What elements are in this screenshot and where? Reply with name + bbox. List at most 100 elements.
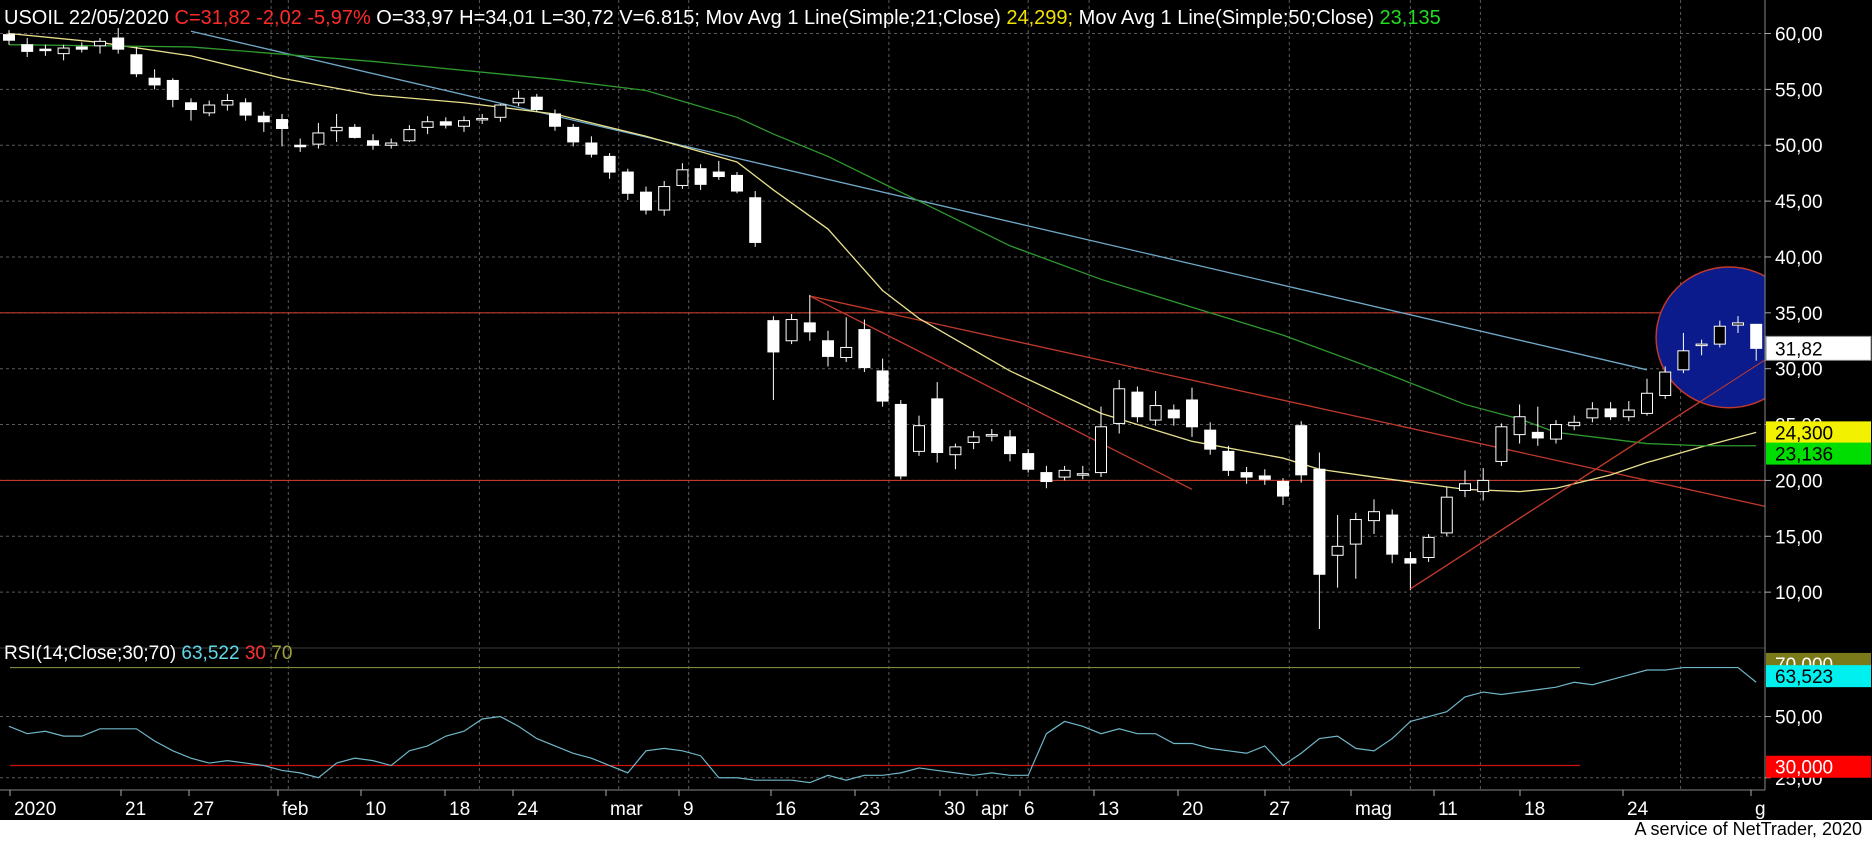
down-trendline-shallow [809, 295, 1775, 509]
candle [166, 78, 179, 108]
candle-body-down [1531, 431, 1544, 439]
x-axis-tick-label: 24 [1627, 799, 1649, 820]
candle [75, 42, 88, 53]
candle-body-down [1258, 475, 1271, 480]
candle-body-down [694, 168, 707, 185]
ma21-badge: 24,300 [1775, 423, 1833, 444]
candle-body-down [439, 121, 452, 126]
candle [39, 44, 52, 56]
candle-body-down [276, 119, 288, 129]
rsi-low-badge: 30,000 [1775, 758, 1833, 779]
candle-body-down [1167, 409, 1180, 419]
candle-body-down [1004, 436, 1016, 455]
candle-body-up [1695, 343, 1708, 347]
candle-body-down [1222, 450, 1235, 471]
candle-body-down [148, 77, 161, 86]
candle [367, 134, 379, 150]
up-trendline-overlay [1410, 290, 1872, 590]
candle [931, 382, 944, 463]
candle [967, 431, 980, 450]
candle-body-up [458, 120, 470, 127]
candle-body-down [112, 37, 125, 50]
candle [1113, 379, 1126, 434]
candle [1713, 320, 1726, 348]
x-axis-tick-label: 10 [365, 799, 386, 820]
candle-body-up [913, 425, 925, 452]
x-axis-tick-label: 27 [193, 799, 214, 820]
candle [749, 191, 762, 247]
x-axis-tick-label: 11 [1438, 799, 1458, 820]
x-axis-tick-label: 30 [944, 799, 965, 820]
candle [1295, 421, 1308, 483]
candle-body-up [512, 97, 525, 104]
candle-body-down [1750, 323, 1763, 349]
candle [1240, 467, 1253, 484]
candle-body-down [39, 48, 52, 52]
candle [512, 90, 525, 107]
candle-body-down [367, 140, 379, 146]
header-close-info: C=31,82 -2,02 -5,97% [175, 7, 377, 29]
rsi-header-low: 30 [245, 643, 271, 664]
candle [221, 93, 234, 111]
candle-body-down [1040, 472, 1053, 483]
price-y-tick-label: 15,00 [1775, 527, 1823, 548]
candle [130, 46, 143, 78]
candle [1750, 323, 1763, 361]
candle [21, 37, 34, 57]
candle-body-down [731, 174, 743, 192]
candle-body-up [985, 434, 998, 437]
candle [549, 109, 561, 131]
candle-body-down [1386, 514, 1399, 555]
candle-body-down [858, 329, 871, 369]
candle-body-down [530, 96, 543, 110]
header-ma21-label: Mov Avg 1 Line(Simple;21;Close) [705, 7, 1006, 29]
candle [1440, 487, 1453, 537]
candle [1258, 469, 1271, 485]
candle [1349, 512, 1362, 579]
down-trendline-steep [809, 295, 1193, 490]
candle-body-up [330, 126, 343, 132]
x-axis-tick-label: 27 [1269, 799, 1290, 820]
x-axis-tick-label: 6 [1024, 799, 1035, 820]
candle [494, 103, 507, 122]
candle [476, 113, 489, 125]
candle [1131, 386, 1144, 423]
price-y-tick-label: 45,00 [1775, 192, 1823, 213]
candle-body-up [1113, 388, 1126, 424]
candle [1459, 470, 1471, 498]
candle-body-up [1713, 325, 1726, 345]
candle-body-up [676, 169, 689, 186]
candle [876, 358, 889, 407]
rsi-header-high: 70 [271, 643, 292, 664]
candle [1204, 422, 1217, 455]
rsi-header: RSI(14;Close;30;70) 63,522 30 70 [4, 643, 292, 664]
candle-body-up [1568, 421, 1581, 427]
candle [1622, 401, 1635, 422]
candle [1022, 449, 1035, 473]
ma50-badge-bg [1766, 442, 1871, 465]
candle-body-down [931, 398, 944, 453]
rsi-line [8, 666, 1757, 784]
candle-body-up [1677, 350, 1690, 371]
candle [112, 27, 125, 54]
price-y-tick-label: 60,00 [1775, 25, 1823, 46]
last-price-badge-bg [1765, 335, 1872, 361]
x-axis-tick-label: 9 [683, 799, 694, 820]
candle-body-up [1477, 479, 1490, 493]
ma21-line [8, 32, 1757, 493]
candle [712, 160, 725, 180]
candle-body-up [385, 142, 398, 146]
candle-body-down [1204, 429, 1217, 450]
x-axis-tick-label: feb [282, 799, 308, 820]
candle-body-down [749, 197, 762, 243]
candle [603, 153, 616, 179]
price-header: USOIL 22/05/2020 C=31,82 -2,02 -5,97% O=… [4, 7, 1441, 29]
x-axis-tick-label: mag [1355, 799, 1392, 820]
candle-body-up [1622, 409, 1635, 418]
candle-body-down [876, 370, 889, 402]
candle-body-down [803, 322, 816, 333]
footer-credit: A service of NetTrader, 2020 [1634, 819, 1862, 839]
candle [94, 37, 106, 54]
candle [694, 164, 707, 190]
candle [148, 69, 161, 90]
